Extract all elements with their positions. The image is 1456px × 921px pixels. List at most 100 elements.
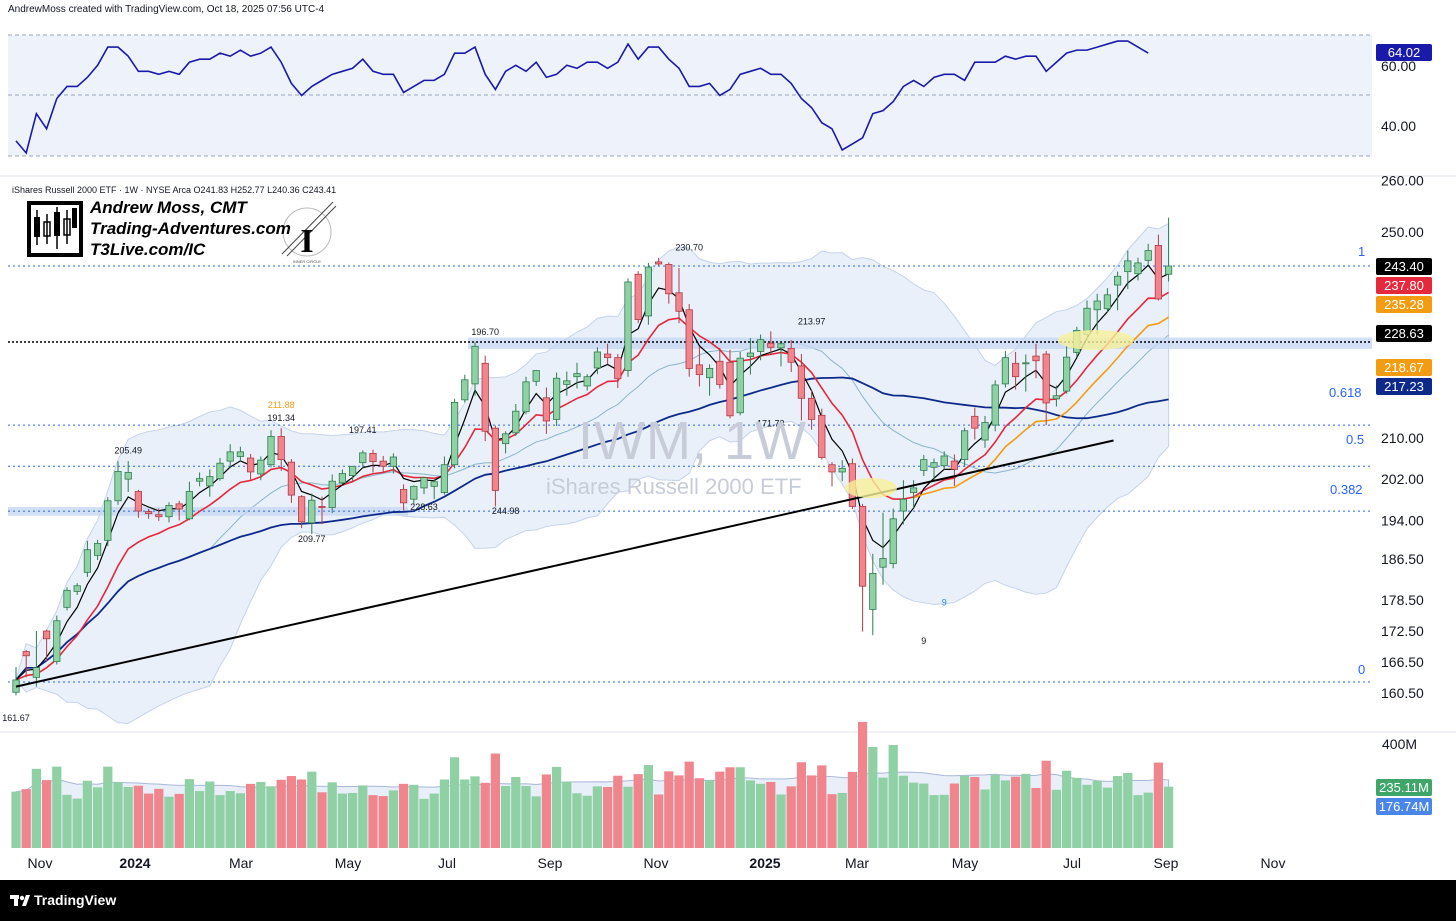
candle: [1165, 217, 1173, 282]
ma-navy-line: [15, 376, 1169, 681]
candle: [675, 268, 683, 324]
candle-body: [440, 464, 449, 493]
candle-body: [1144, 250, 1152, 261]
volume-bar: [1082, 784, 1092, 848]
candle: [553, 372, 561, 427]
svg-text:I: I: [300, 223, 313, 260]
candle-body: [593, 351, 602, 369]
volume-bar: [348, 792, 358, 848]
trendline: [15, 439, 1114, 688]
x-tick-label: Sep: [1154, 855, 1179, 871]
candle: [53, 615, 61, 665]
candle-body: [614, 357, 622, 380]
volume-bar: [715, 771, 725, 848]
volume-ma-tag: 176.74M: [1376, 798, 1432, 815]
candle-body: [899, 498, 908, 512]
candle-body: [920, 459, 928, 471]
volume-bar: [847, 771, 857, 848]
symbol-line: iShares Russell 2000 ETF · 1W · NYSE Arc…: [12, 185, 337, 195]
resistance-zone: [468, 337, 1372, 349]
volume-bar: [72, 798, 82, 848]
volume-bar: [929, 795, 939, 848]
candle-body: [491, 427, 500, 491]
y-tick-label: 250.00: [1381, 224, 1424, 240]
volume-bar: [399, 783, 409, 848]
candle: [471, 342, 479, 396]
credit-line: AndrewMoss created with TradingView.com,…: [8, 4, 325, 15]
candle-body: [573, 373, 581, 378]
candle-body: [736, 357, 744, 414]
volume-bar: [439, 779, 449, 848]
candle: [328, 474, 336, 514]
candle-body: [604, 353, 612, 359]
candle-body: [94, 543, 102, 556]
volume-bar: [11, 791, 21, 848]
candle: [399, 484, 408, 511]
candle-body: [981, 422, 989, 441]
candle-body: [828, 464, 836, 473]
candle-body: [553, 377, 561, 420]
candle-body: [32, 667, 41, 678]
footer-bar: [0, 880, 1456, 921]
volume-bar: [756, 783, 766, 848]
price-annotation: 228.63: [410, 502, 438, 512]
watermark-name: iShares Russell 2000 ETF: [546, 474, 802, 499]
candle: [624, 278, 632, 377]
volume-bar: [409, 784, 419, 848]
candle-body: [43, 630, 51, 640]
price-annotation: 213.97: [798, 317, 826, 327]
volume-bar: [623, 786, 633, 848]
volume-bar: [980, 789, 990, 848]
volume-bar: [919, 783, 929, 848]
volume-bar: [796, 762, 806, 848]
candle-body: [134, 491, 142, 512]
candle: [787, 340, 795, 373]
candle: [706, 364, 714, 396]
y-tick-label: 210.00: [1381, 430, 1424, 446]
volume-bar: [1000, 780, 1010, 848]
candle: [940, 451, 948, 470]
candle-body: [542, 397, 551, 422]
y-tick-label: 194.00: [1381, 512, 1424, 528]
candle: [1124, 250, 1132, 290]
candle: [1134, 257, 1142, 281]
ema-orange-line: [913, 316, 1170, 499]
candle-body: [685, 309, 693, 369]
volume-bar: [286, 776, 296, 848]
candle: [32, 631, 41, 687]
candle: [828, 462, 836, 487]
volume-bar: [419, 798, 429, 848]
volume-bar: [215, 795, 225, 848]
volume-bar: [93, 787, 103, 848]
volume-bar: [1011, 776, 1021, 848]
rsi-line: [15, 40, 1149, 155]
volume-bar: [1153, 762, 1163, 848]
candle-body: [746, 352, 755, 358]
candle-body: [369, 453, 377, 463]
volume-bar: [868, 746, 878, 848]
candle: [542, 387, 551, 434]
candle: [185, 481, 193, 521]
candle-body: [328, 480, 336, 508]
x-tick-label: May: [335, 855, 361, 871]
volume-bar: [144, 793, 154, 848]
candle-body: [1032, 355, 1040, 362]
candle: [859, 503, 867, 632]
price-annotation: 9: [921, 636, 926, 646]
candle: [267, 430, 275, 468]
candle: [604, 343, 612, 365]
candle-body: [348, 465, 357, 476]
candle-body: [471, 345, 479, 385]
volume-bar: [898, 775, 908, 848]
candle: [614, 354, 622, 389]
candle: [359, 450, 367, 469]
candle-body: [185, 491, 193, 520]
volume-bar: [388, 790, 398, 848]
candle-body: [930, 462, 938, 468]
x-tick-label: Mar: [229, 855, 253, 871]
candle: [716, 347, 724, 389]
candle-body: [206, 476, 214, 487]
logo-caption: INNER CIRCLE: [293, 259, 322, 264]
highlight-ellipse-low: [845, 478, 897, 498]
